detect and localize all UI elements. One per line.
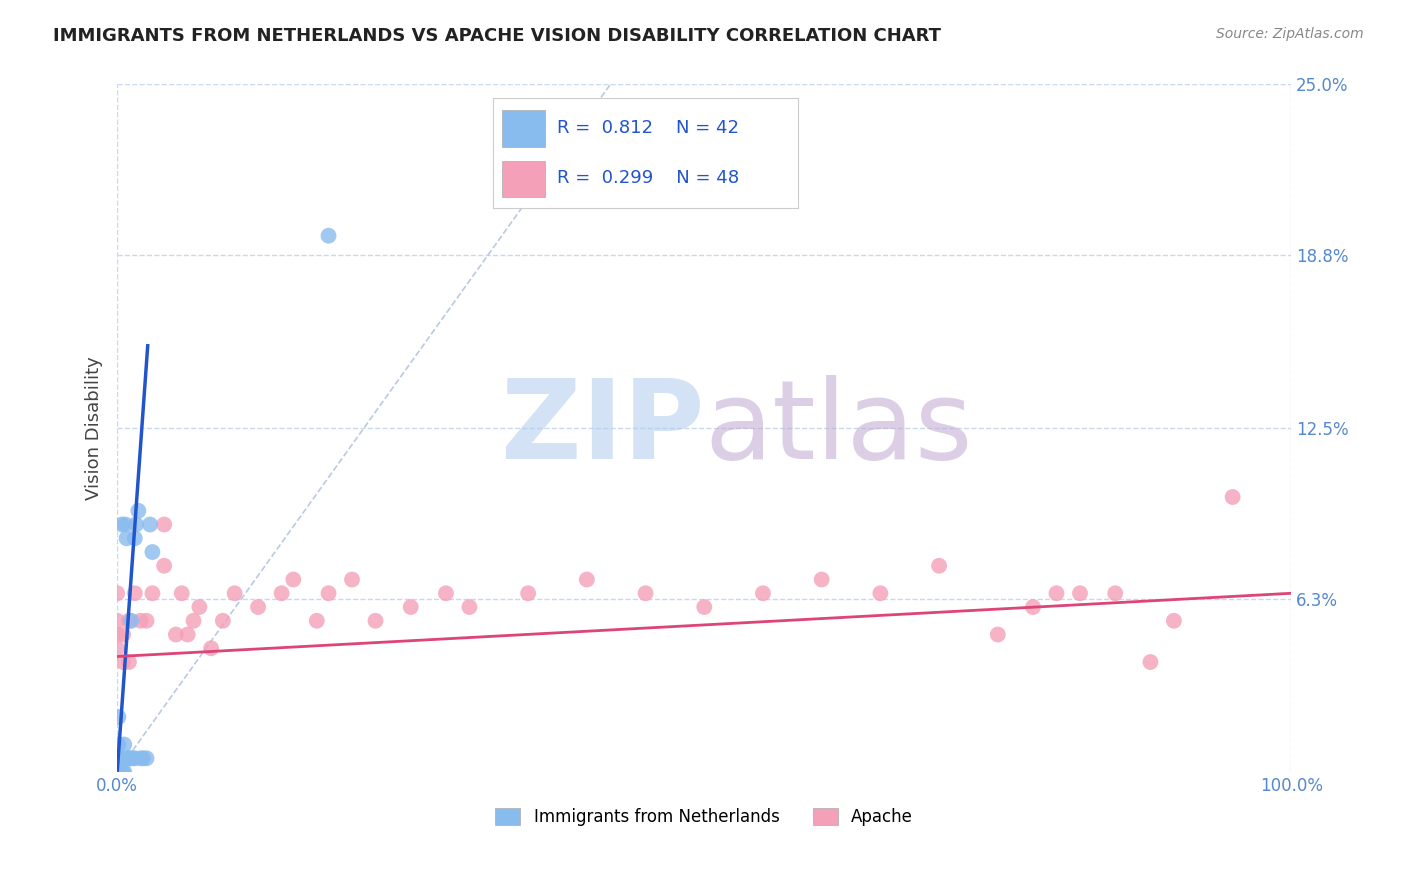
- Point: [111, 751, 134, 765]
- Point: [318, 586, 340, 600]
- Point: [399, 600, 422, 615]
- Point: [139, 517, 162, 532]
- Point: [129, 614, 152, 628]
- Point: [124, 531, 146, 545]
- Point: [212, 614, 235, 628]
- Point: [111, 517, 134, 532]
- Point: [200, 641, 222, 656]
- Text: atlas: atlas: [704, 375, 973, 482]
- Point: [105, 765, 128, 780]
- Point: [105, 627, 128, 641]
- Point: [105, 738, 128, 752]
- Point: [105, 586, 128, 600]
- Point: [118, 614, 141, 628]
- Point: [112, 738, 135, 752]
- Point: [120, 751, 142, 765]
- Point: [112, 627, 135, 641]
- Point: [118, 751, 141, 765]
- Point: [107, 765, 129, 780]
- Point: [121, 751, 143, 765]
- Point: [1222, 490, 1244, 504]
- Point: [247, 600, 270, 615]
- Point: [752, 586, 775, 600]
- Point: [283, 573, 305, 587]
- Point: [117, 751, 139, 765]
- Point: [107, 710, 129, 724]
- Point: [105, 614, 128, 628]
- Point: [115, 531, 138, 545]
- Point: [224, 586, 246, 600]
- Y-axis label: Vision Disability: Vision Disability: [86, 357, 103, 500]
- Point: [135, 751, 157, 765]
- Point: [120, 614, 142, 628]
- Point: [108, 765, 131, 780]
- Point: [1069, 586, 1091, 600]
- Point: [127, 504, 149, 518]
- Point: [132, 751, 155, 765]
- Point: [869, 586, 891, 600]
- Point: [305, 614, 328, 628]
- Point: [141, 545, 163, 559]
- Point: [1163, 614, 1185, 628]
- Point: [105, 765, 128, 780]
- Point: [107, 765, 129, 780]
- Point: [105, 751, 128, 765]
- Point: [153, 558, 176, 573]
- Point: [810, 573, 832, 587]
- Point: [110, 751, 132, 765]
- Point: [517, 586, 540, 600]
- Point: [107, 765, 129, 780]
- Point: [112, 765, 135, 780]
- Point: [270, 586, 292, 600]
- Point: [112, 765, 135, 780]
- Point: [105, 765, 128, 780]
- Point: [112, 751, 135, 765]
- Point: [693, 600, 716, 615]
- Point: [1139, 655, 1161, 669]
- Point: [364, 614, 387, 628]
- Point: [135, 614, 157, 628]
- Point: [634, 586, 657, 600]
- Point: [105, 765, 128, 780]
- Point: [107, 751, 129, 765]
- Point: [183, 614, 205, 628]
- Point: [165, 627, 187, 641]
- Point: [928, 558, 950, 573]
- Point: [118, 655, 141, 669]
- Point: [340, 573, 363, 587]
- Point: [1104, 586, 1126, 600]
- Point: [112, 655, 135, 669]
- Point: [107, 738, 129, 752]
- Point: [318, 228, 340, 243]
- Point: [188, 600, 211, 615]
- Point: [105, 765, 128, 780]
- Point: [105, 765, 128, 780]
- Point: [108, 751, 131, 765]
- Point: [124, 751, 146, 765]
- Point: [108, 765, 131, 780]
- Point: [434, 586, 457, 600]
- Point: [176, 627, 198, 641]
- Point: [105, 641, 128, 656]
- Point: [129, 751, 152, 765]
- Point: [125, 517, 148, 532]
- Point: [124, 586, 146, 600]
- Point: [110, 765, 132, 780]
- Point: [141, 586, 163, 600]
- Point: [170, 586, 193, 600]
- Text: Source: ZipAtlas.com: Source: ZipAtlas.com: [1216, 27, 1364, 41]
- Point: [1045, 586, 1067, 600]
- Point: [114, 517, 136, 532]
- Legend: Immigrants from Netherlands, Apache: Immigrants from Netherlands, Apache: [489, 801, 920, 832]
- Point: [575, 573, 598, 587]
- Point: [458, 600, 481, 615]
- Text: IMMIGRANTS FROM NETHERLANDS VS APACHE VISION DISABILITY CORRELATION CHART: IMMIGRANTS FROM NETHERLANDS VS APACHE VI…: [53, 27, 942, 45]
- Text: ZIP: ZIP: [501, 375, 704, 482]
- Point: [153, 517, 176, 532]
- Point: [987, 627, 1010, 641]
- Point: [1022, 600, 1045, 615]
